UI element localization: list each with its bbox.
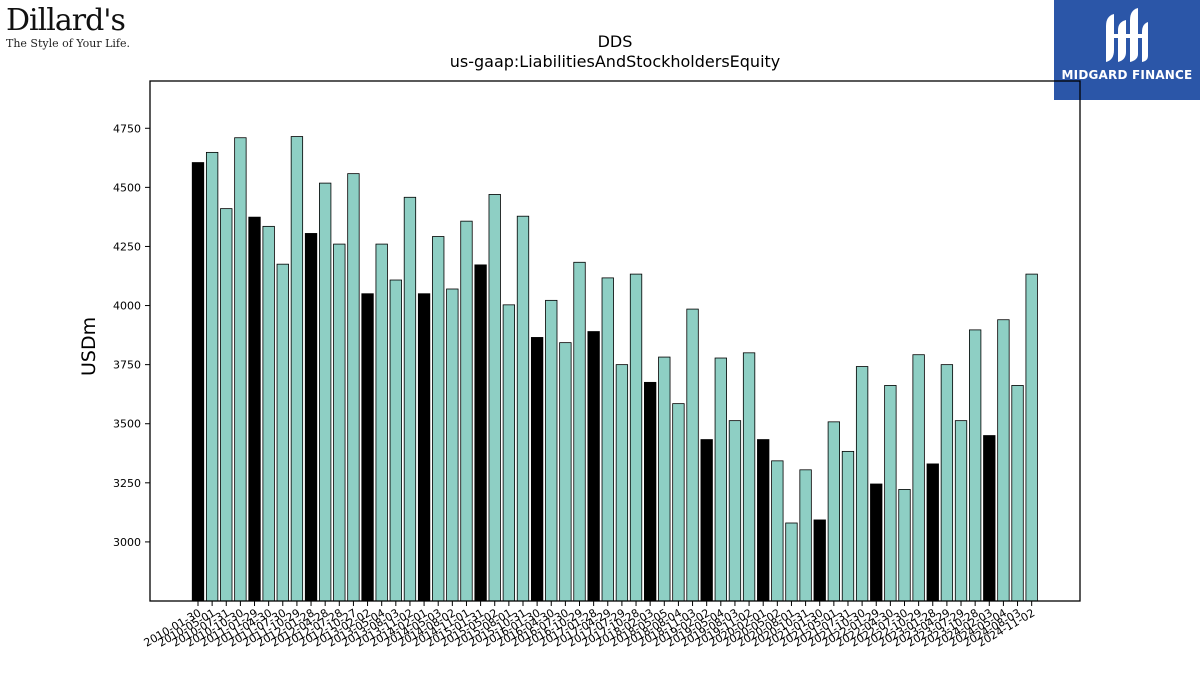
bar-2023-01-28 xyxy=(926,463,939,602)
bar-2024-08-03 xyxy=(1011,385,1024,602)
bar-2023-07-29 xyxy=(954,420,968,602)
bar-2013-05-04 xyxy=(375,243,388,602)
bar-2015-10-31 xyxy=(516,215,530,602)
plot-frame xyxy=(149,80,1081,602)
bar-2017-01-28 xyxy=(587,331,600,602)
bar-2016-10-29 xyxy=(573,261,586,602)
x-ticks-group: 2010-01-302010-05-012010-07-312010-10-30… xyxy=(142,601,1037,650)
bar-2016-04-30 xyxy=(545,299,558,602)
bar-2017-07-29 xyxy=(615,364,629,602)
bar-2022-01-29 xyxy=(870,483,883,602)
y-tick-label: 4250 xyxy=(113,240,141,253)
bar-2015-05-02 xyxy=(488,194,501,602)
bar-2019-11-02 xyxy=(742,352,756,602)
bar-2022-04-30 xyxy=(884,385,897,602)
bar-2022-07-30 xyxy=(898,489,911,602)
bar-2012-10-27 xyxy=(347,173,360,602)
midgard-mark-icon xyxy=(1106,8,1148,62)
bar-2011-04-30 xyxy=(262,225,275,602)
dillards-tagline: The Style of Your Life. xyxy=(6,37,130,50)
bar-2011-10-29 xyxy=(290,136,304,602)
bar-2021-07-31 xyxy=(841,450,855,602)
bar-2023-10-28 xyxy=(969,329,982,602)
bar-2011-07-30 xyxy=(276,263,289,602)
y-tick-label: 4750 xyxy=(113,122,141,135)
bars-group xyxy=(191,136,1038,602)
bar-2010-07-31 xyxy=(220,208,233,602)
bar-2018-05-05 xyxy=(658,356,671,602)
bar-2024-11-02 xyxy=(1025,273,1038,602)
bar-2018-02-03 xyxy=(644,381,657,602)
y-tick-label: 4000 xyxy=(113,300,141,313)
bar-2016-07-30 xyxy=(559,342,572,602)
bar-2014-05-03 xyxy=(432,236,445,602)
bar-2012-04-28 xyxy=(319,182,332,602)
y-tick-label: 4500 xyxy=(113,181,141,194)
bar-2010-10-30 xyxy=(234,137,247,602)
chart-title-line2: us-gaap:LiabilitiesAndStockholdersEquity xyxy=(449,52,781,71)
dillards-brand: Dillard's xyxy=(6,3,126,38)
y-tick-label: 3500 xyxy=(113,418,141,431)
bar-2010-05-01 xyxy=(205,151,219,602)
y-tick-label: 3250 xyxy=(113,477,141,490)
bar-2013-02-02 xyxy=(361,293,374,602)
midgard-finance-logo: MIDGARD FINANCE xyxy=(1054,0,1200,100)
bar-2014-02-01 xyxy=(417,293,431,602)
bar-2020-10-31 xyxy=(799,469,812,602)
bar-2018-08-04 xyxy=(672,403,685,602)
bar-2015-01-31 xyxy=(474,264,487,602)
y-tick-label: 3000 xyxy=(113,536,141,549)
y-ticks-group: 3000 3250 3500 3750 4000 4250 4500 4750 xyxy=(113,122,150,549)
bar-2017-04-29 xyxy=(601,277,614,602)
bar-2021-05-01 xyxy=(827,421,840,602)
bar-2018-11-03 xyxy=(686,308,699,602)
bar-2022-10-29 xyxy=(912,354,925,602)
bar-2016-01-30 xyxy=(530,337,544,602)
bar-2013-08-03 xyxy=(389,279,402,602)
bar-2014-11-01 xyxy=(460,220,473,602)
bar-2012-07-28 xyxy=(333,243,346,602)
bar-2024-05-04 xyxy=(997,319,1010,602)
midgard-name: MIDGARD FINANCE xyxy=(1061,68,1193,82)
dillards-logo: Dillard's The Style of Your Life. xyxy=(6,4,136,54)
bar-2020-05-02 xyxy=(771,460,784,602)
bar-2014-08-02 xyxy=(446,288,459,602)
bar-2020-08-01 xyxy=(785,522,798,602)
bar-2011-01-29 xyxy=(248,216,261,602)
bar-2012-01-28 xyxy=(304,233,318,602)
bar-2019-05-04 xyxy=(714,357,727,602)
bar-2021-10-30 xyxy=(855,366,869,602)
bar-2015-08-01 xyxy=(502,304,516,602)
bar-2019-08-03 xyxy=(728,420,742,602)
bar-2023-04-29 xyxy=(940,364,954,602)
bar-2019-02-02 xyxy=(700,439,713,602)
bar-2020-02-01 xyxy=(757,439,770,602)
y-tick-label: 3750 xyxy=(113,359,141,372)
chart-title: DDS us-gaap:LiabilitiesAndStockholdersEq… xyxy=(150,32,1080,72)
bar-2024-02-03 xyxy=(983,435,996,602)
chart-title-line1: DDS xyxy=(597,32,633,51)
bar-2021-01-30 xyxy=(813,519,826,602)
bar-2013-11-02 xyxy=(403,196,417,602)
bar-2010-01-30 xyxy=(191,162,205,602)
bar-2017-10-28 xyxy=(629,273,643,602)
